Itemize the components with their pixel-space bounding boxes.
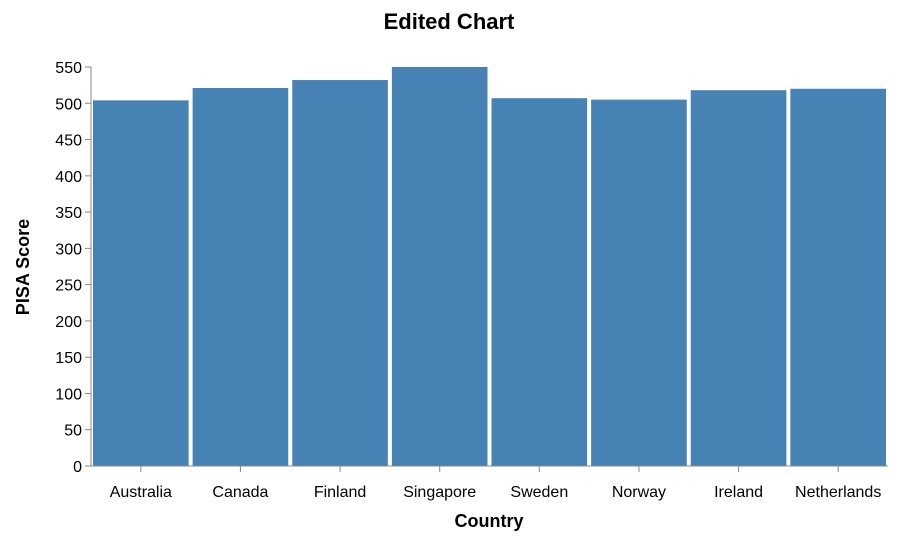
x-tick-label: Singapore — [403, 484, 476, 501]
x-axis-title: Country — [455, 511, 524, 531]
y-tick-label: 450 — [55, 133, 82, 150]
chart-title: Edited Chart — [384, 9, 515, 34]
x-tick-label: Netherlands — [795, 484, 881, 501]
y-axis: 0 50 100 150 200 250 300 350 400 450 500 550 — [55, 60, 92, 476]
bar-finland — [292, 80, 388, 467]
x-tick-label: Ireland — [714, 484, 763, 501]
y-tick-label: 550 — [55, 60, 82, 77]
bars-group — [93, 67, 886, 467]
y-tick-label: 400 — [55, 169, 82, 186]
x-tick-label: Finland — [314, 484, 366, 501]
bar-ireland — [690, 90, 787, 467]
y-tick-label: 100 — [55, 386, 82, 403]
bar-netherlands — [790, 88, 886, 466]
x-tick-label: Norway — [612, 484, 666, 501]
x-tick-label: Australia — [110, 484, 172, 501]
bar-sweden — [491, 98, 588, 466]
bar-norway — [591, 99, 687, 467]
y-tick-label: 0 — [73, 459, 82, 476]
x-axis: Australia Canada Finland Singapore Sweden Nor… — [91, 465, 888, 501]
bar-australia — [93, 100, 189, 466]
y-tick-label: 200 — [55, 314, 82, 331]
y-tick-label: 300 — [55, 241, 82, 258]
y-axis-title: PISA Score — [13, 219, 33, 315]
y-tick-label: 250 — [55, 278, 82, 295]
bar-canada — [192, 88, 289, 467]
x-tick-label: Canada — [212, 484, 268, 501]
y-tick-label: 350 — [55, 205, 82, 222]
x-tick-label: Sweden — [510, 484, 568, 501]
bar-singapore — [391, 67, 488, 466]
y-tick-label: 50 — [64, 423, 82, 440]
y-tick-label: 150 — [55, 350, 82, 367]
y-tick-label: 500 — [55, 96, 82, 113]
